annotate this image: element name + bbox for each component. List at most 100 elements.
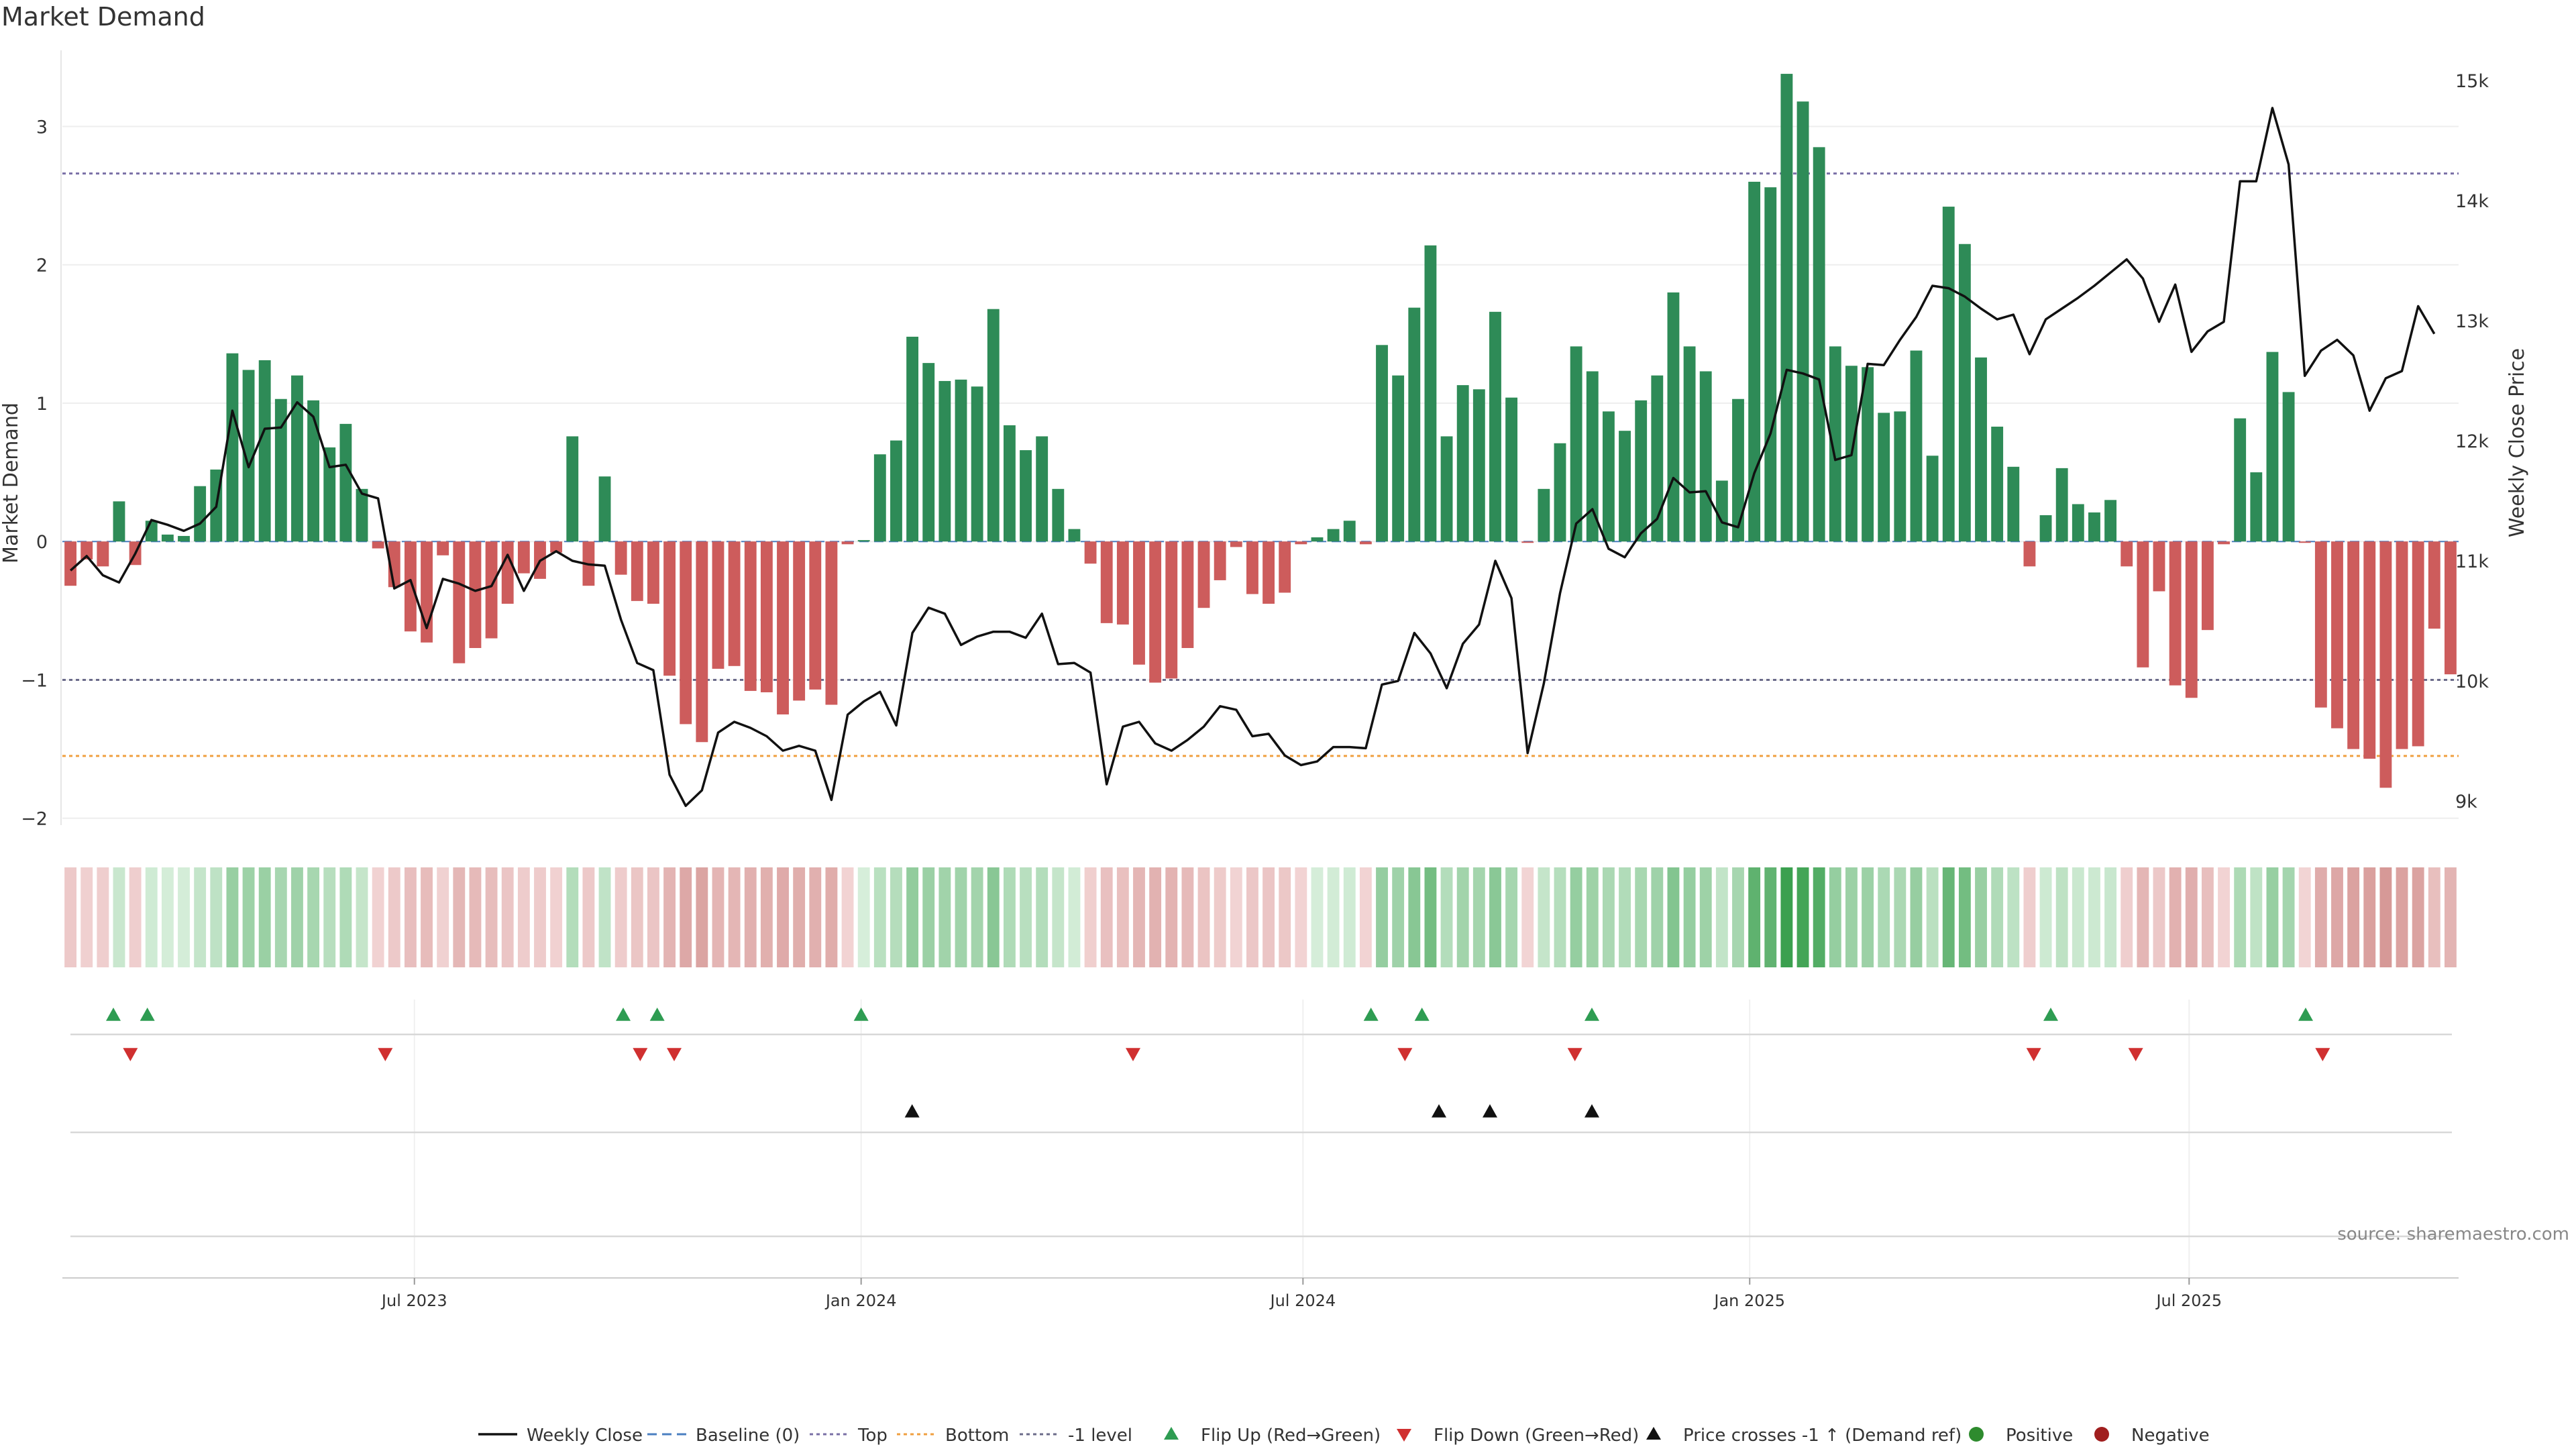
heat-cell	[1813, 867, 1825, 967]
demand-bar	[550, 541, 563, 553]
flip-up-marker	[853, 1008, 869, 1021]
heat-cell	[1764, 867, 1777, 967]
demand-bar	[372, 541, 384, 549]
heat-cell	[1651, 867, 1664, 967]
y-tick-label: 0	[36, 532, 48, 553]
y2-tick-label: 10k	[2455, 672, 2489, 692]
heat-cell	[178, 867, 190, 967]
heat-cell	[1295, 867, 1307, 967]
heat-cell	[2072, 867, 2084, 967]
heat-cell	[2347, 867, 2360, 967]
demand-bar	[793, 541, 806, 701]
flip-up-marker	[1363, 1008, 1379, 1021]
heat-cell	[485, 867, 498, 967]
heat-cell	[1910, 867, 1923, 967]
heat-cell	[2121, 867, 2133, 967]
heat-cell	[1036, 867, 1049, 967]
heat-cell	[1408, 867, 1421, 967]
x-axis: Jul 2023 Jan 2024 Jul 2024 Jan 2025 Jul 2025	[62, 1277, 2459, 1310]
heat-cell	[2266, 867, 2279, 967]
heat-cell	[2055, 867, 2068, 967]
legend-label: Flip Up (Red→Green)	[1201, 1426, 1381, 1446]
demand-bar	[1942, 207, 1955, 542]
demand-bar	[987, 309, 1000, 542]
legend: Weekly Close Baseline (0) Top Bottom -1 leve…	[478, 1426, 2210, 1446]
flip-down-marker	[1567, 1048, 1582, 1061]
heat-cell	[1084, 867, 1097, 967]
y-tick-label: −1	[21, 670, 48, 691]
demand-bar	[1246, 541, 1258, 594]
heat-cell	[421, 867, 433, 967]
flip-down-marker	[2026, 1048, 2041, 1061]
heat-cell	[1554, 867, 1566, 967]
y-axis-right: 9k 10k 11k 12k 13k 14k 15k	[2455, 71, 2489, 812]
legend-swatch	[1646, 1427, 1661, 1440]
heat-cell	[1020, 867, 1032, 967]
heat-cell	[242, 867, 255, 967]
demand-bar	[1279, 541, 1291, 593]
heat-cell	[1456, 867, 1469, 967]
heat-cell	[2169, 867, 2182, 967]
heat-cell	[534, 867, 546, 967]
x-tick-label: Jul 2023	[380, 1291, 447, 1310]
heat-cell	[1197, 867, 1210, 967]
heat-cell	[1894, 867, 1907, 967]
demand-bar	[1732, 398, 1744, 542]
demand-bar	[1472, 389, 1485, 542]
demand-bar	[1878, 413, 1890, 542]
demand-bar	[2234, 418, 2247, 542]
heat-cell	[793, 867, 806, 967]
heat-cell	[1376, 867, 1388, 967]
x-tick-label: Jul 2025	[2155, 1291, 2222, 1310]
demand-bar	[1570, 346, 1582, 542]
heat-cell	[2396, 867, 2408, 967]
heat-cell	[971, 867, 983, 967]
demand-bar	[2412, 541, 2424, 747]
chart-title: Market Demand	[1, 2, 205, 32]
heat-cell	[80, 867, 93, 967]
heat-cell	[2298, 867, 2311, 967]
heat-cell	[1359, 867, 1372, 967]
demand-bar	[1975, 357, 1987, 542]
heat-cell	[2218, 867, 2230, 967]
heat-cell	[631, 867, 643, 967]
heat-cell	[258, 867, 271, 967]
demand-bar	[113, 501, 125, 542]
demand-bar	[1796, 101, 1809, 542]
legend-label: Baseline (0)	[696, 1426, 800, 1446]
flip-down-marker	[633, 1048, 648, 1061]
legend-label: Bottom	[945, 1426, 1009, 1446]
heat-cell	[582, 867, 595, 967]
demand-bar	[2007, 466, 2020, 542]
heat-cell	[388, 867, 400, 967]
demand-bar	[1068, 529, 1081, 542]
x-tick-label: Jan 2024	[824, 1291, 897, 1310]
heat-cell	[955, 867, 967, 967]
demand-bar	[1424, 245, 1437, 542]
heat-cell	[517, 867, 530, 967]
heat-cell	[550, 867, 563, 967]
demand-bar	[971, 386, 983, 542]
demand-bar	[2055, 468, 2068, 542]
demand-bar	[1489, 311, 1501, 542]
demand-bar	[680, 541, 692, 724]
heat-cell	[1343, 867, 1356, 967]
heat-cell	[453, 867, 466, 967]
demand-bar	[178, 535, 190, 542]
demand-bar	[1894, 411, 1907, 542]
demand-bar	[242, 370, 255, 542]
heat-cell	[2445, 867, 2457, 967]
demand-bar	[873, 454, 886, 542]
demand-bar	[1505, 397, 1518, 542]
demand-bar	[339, 423, 352, 542]
heat-cell	[1538, 867, 1550, 967]
legend-label: Positive	[2006, 1426, 2073, 1446]
flip-up-marker	[1585, 1008, 1599, 1021]
heat-cell	[2088, 867, 2100, 967]
heat-cell	[1683, 867, 1696, 967]
demand-bar	[2428, 541, 2440, 629]
y2-tick-label: 14k	[2455, 191, 2489, 212]
heat-cell	[1635, 867, 1648, 967]
heat-cell	[64, 867, 76, 967]
demand-bar	[1910, 350, 1923, 542]
